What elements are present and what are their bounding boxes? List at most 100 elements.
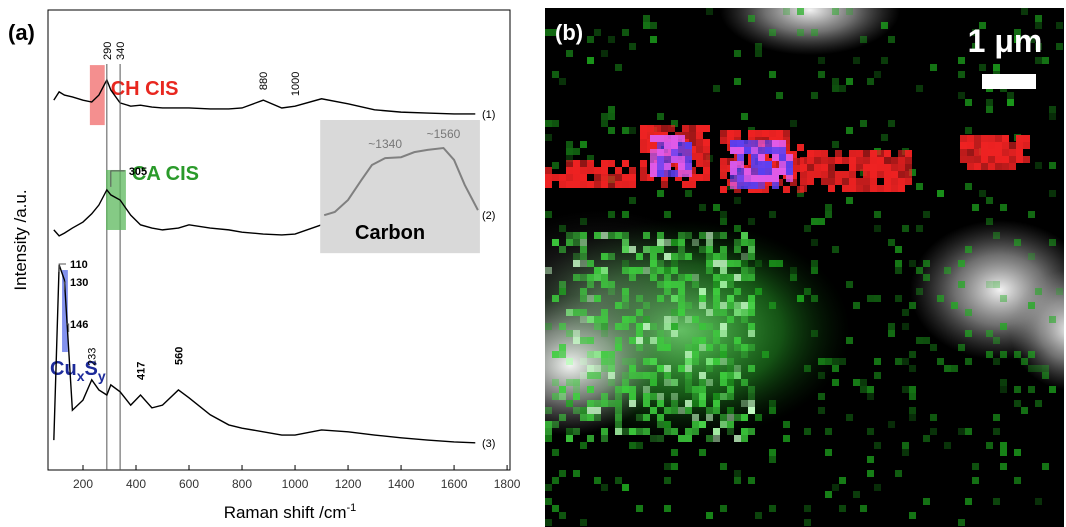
map-pixel — [888, 330, 895, 337]
map-pixel — [734, 288, 741, 295]
map-pixel — [772, 168, 779, 175]
map-pixel — [888, 120, 895, 127]
map-pixel — [566, 435, 573, 442]
map-pixel — [786, 161, 793, 168]
map-pixel — [629, 316, 636, 323]
map-pixel — [832, 379, 839, 386]
map-pixel — [825, 358, 832, 365]
inset-box — [320, 120, 480, 254]
map-pixel — [720, 344, 727, 351]
map-pixel — [640, 160, 647, 167]
map-pixel — [737, 154, 744, 161]
map-pixel — [972, 29, 979, 36]
map-pixel — [765, 140, 772, 147]
map-pixel — [657, 113, 664, 120]
map-pixel — [758, 175, 765, 182]
map-pixel — [559, 225, 566, 232]
map-pixel — [765, 168, 772, 175]
map-pixel — [671, 120, 678, 127]
map-pixel — [916, 225, 923, 232]
map-pixel — [734, 130, 741, 137]
map-pixel — [608, 351, 615, 358]
map-pixel — [566, 232, 573, 239]
map-pixel — [615, 421, 622, 428]
band — [106, 169, 126, 230]
map-pixel — [622, 372, 629, 379]
map-pixel — [720, 267, 727, 274]
map-pixel — [587, 316, 594, 323]
map-pixel — [772, 154, 779, 161]
map-pixel — [853, 379, 860, 386]
x-tick-label: 1800 — [494, 477, 521, 491]
map-pixel — [580, 407, 587, 414]
map-pixel — [737, 168, 744, 175]
map-pixel — [622, 239, 629, 246]
map-pixel — [559, 386, 566, 393]
map-pixel — [545, 211, 552, 218]
map-pixel — [685, 407, 692, 414]
map-pixel — [713, 288, 720, 295]
map-pixel — [573, 309, 580, 316]
map-pixel — [720, 246, 727, 253]
map-pixel — [751, 168, 758, 175]
map-pixel — [552, 162, 559, 169]
map-pixel — [664, 281, 671, 288]
map-pixel — [696, 132, 703, 139]
x-tick-label: 600 — [179, 477, 199, 491]
map-pixel — [622, 160, 629, 167]
map-pixel — [741, 344, 748, 351]
map-pixel — [622, 358, 629, 365]
map-pixel — [664, 142, 671, 149]
map-pixel — [580, 253, 587, 260]
map-pixel — [629, 393, 636, 400]
map-pixel — [594, 167, 601, 174]
map-pixel — [678, 309, 685, 316]
peak-leader — [63, 281, 66, 290]
map-pixel — [993, 281, 1000, 288]
map-pixel — [601, 232, 608, 239]
map-pixel — [573, 260, 580, 267]
map-pixel — [601, 181, 608, 188]
map-pixel — [636, 253, 643, 260]
map-pixel — [689, 153, 696, 160]
map-pixel — [615, 302, 622, 309]
map-pixel — [860, 120, 867, 127]
map-pixel — [696, 125, 703, 132]
map-pixel — [1000, 463, 1007, 470]
map-pixel — [797, 295, 804, 302]
map-pixel — [713, 281, 720, 288]
map-pixel — [587, 386, 594, 393]
map-pixel — [636, 428, 643, 435]
map-pixel — [755, 43, 762, 50]
map-pixel — [734, 50, 741, 57]
map-pixel — [566, 141, 573, 148]
map-pixel — [671, 309, 678, 316]
map-pixel — [657, 344, 664, 351]
band-label-part: CA CIS — [132, 163, 199, 185]
map-pixel — [755, 512, 762, 519]
map-pixel — [818, 71, 825, 78]
map-pixel — [807, 178, 814, 185]
map-pixel — [825, 449, 832, 456]
map-pixel — [601, 160, 608, 167]
map-pixel — [874, 358, 881, 365]
map-pixel — [664, 323, 671, 330]
map-pixel — [678, 232, 685, 239]
map-pixel — [671, 260, 678, 267]
map-pixel — [566, 309, 573, 316]
x-tick-label: 1400 — [388, 477, 415, 491]
map-pixel — [601, 400, 608, 407]
map-pixel — [601, 274, 608, 281]
map-pixel — [734, 435, 741, 442]
map-pixel — [713, 295, 720, 302]
map-pixel — [846, 127, 853, 134]
map-pixel — [664, 253, 671, 260]
map-pixel — [995, 135, 1002, 142]
map-pixel — [580, 218, 587, 225]
map-pixel — [923, 260, 930, 267]
map-pixel — [783, 8, 790, 15]
map-pixel — [727, 260, 734, 267]
map-pixel — [995, 149, 1002, 156]
map-pixel — [657, 246, 664, 253]
map-pixel — [995, 142, 1002, 149]
